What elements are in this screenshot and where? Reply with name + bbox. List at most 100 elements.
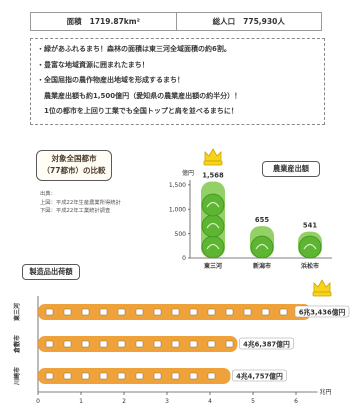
window-mark (63, 340, 72, 348)
window-mark (63, 372, 72, 380)
population-label: 総人口 (212, 17, 236, 26)
window-mark (45, 372, 54, 380)
crown-shape (313, 279, 331, 293)
source-line: 上図：平成22年生産農業所得統計 (40, 199, 121, 206)
bar-value-label: 1,568 (202, 172, 224, 180)
cabbage-icon (201, 235, 225, 259)
y-tick-label: 1,500 (169, 182, 186, 189)
window-mark (117, 372, 126, 380)
cabbage-icon (250, 235, 274, 259)
window-mark (243, 308, 252, 316)
bar-value-label: 6兆3,436億円 (299, 307, 346, 316)
population-cell: 総人口 775,930人 (175, 13, 322, 30)
bar (38, 368, 231, 384)
bar-value-label: 4兆4,757億円 (236, 371, 283, 380)
y-tick-label: 500 (175, 231, 187, 238)
window-mark (189, 372, 198, 380)
category-label: 川崎市 (13, 367, 21, 386)
window-mark (117, 340, 126, 348)
window-mark (153, 308, 162, 316)
y-axis-label: 億円 (182, 169, 194, 177)
bar (201, 181, 225, 259)
value-label-box (294, 305, 350, 318)
window-mark (225, 340, 234, 348)
window-mark (81, 308, 90, 316)
agri-chart-title: 農業産出額 (262, 161, 320, 177)
crown-icon (312, 279, 332, 297)
key-point: ・緑があふれるまち！森林の面積は東三河全域面積の約6割。 (37, 45, 231, 53)
cabbage-icon (201, 193, 225, 217)
key-point: ・全国屈指の農作物産出地域を形成するまち！ (37, 76, 184, 84)
cabbage-icon (298, 235, 322, 259)
bar-value-label: 655 (255, 216, 269, 224)
window-mark (135, 308, 144, 316)
window-mark (135, 372, 144, 380)
y-tick-label: 0 (182, 255, 186, 262)
comparison-title-line: 対象全国都市 (51, 154, 97, 163)
bar (250, 226, 274, 259)
x-tick-label: 1 (79, 398, 83, 405)
leaf-vein (303, 243, 317, 250)
leaf-vein (206, 222, 220, 229)
key-point: 農業産出額も約1,500億円（愛知県の農業産出額の約半分）！ (37, 91, 242, 100)
category-label: 東三河 (13, 303, 21, 321)
bar-value-label: 541 (303, 222, 317, 230)
window-mark (45, 308, 54, 316)
bar (298, 231, 322, 259)
leaf-vein (206, 243, 220, 250)
x-tick-label: 4 (208, 398, 212, 405)
window-mark (225, 308, 234, 316)
bar-body (38, 368, 231, 384)
cabbage-icon (201, 214, 225, 238)
x-tick-label: 3 (165, 398, 169, 405)
bar-value-label: 4兆6,387億円 (243, 339, 290, 348)
window-mark (153, 372, 162, 380)
window-mark (189, 340, 198, 348)
crown-base (312, 291, 332, 297)
key-point: ・豊富な地域資源に囲まれたまち！ (37, 60, 149, 69)
crown-shape (204, 148, 222, 162)
window-mark (207, 372, 216, 380)
bar (38, 304, 311, 320)
source-note: 出典： 上図：平成22年生産農業所得統計 下図：平成22年工業統計調査 (40, 190, 152, 216)
window-mark (207, 340, 216, 348)
y-tick-label: 1,000 (169, 206, 186, 213)
area-cell: 面積 1719.87km² (31, 13, 176, 30)
window-mark (63, 308, 72, 316)
window-mark (99, 340, 108, 348)
category-label: 浜松市 (301, 262, 319, 270)
window-mark (189, 308, 198, 316)
category-label: 新潟市 (253, 262, 271, 270)
key-point: 1位の都市を上回り工業でも全国トップと肩を並べるまちに！ (37, 107, 238, 115)
x-tick-label: 0 (36, 398, 40, 405)
leaf-vein (206, 201, 220, 208)
area-value: 1719.87km² (89, 17, 140, 26)
agri-output-chart: 億円 0 500 1,000 1,500 1,568 東三河 655 新潟市 541 浜松市 (169, 169, 332, 270)
category-label: 東三河 (204, 262, 222, 270)
x-tick-label: 2 (122, 398, 126, 405)
population-value: 775,930人 (243, 17, 285, 26)
comparison-title: 対象全国都市 （77都市）の比較 (36, 150, 112, 181)
window-mark (171, 340, 180, 348)
window-mark (261, 308, 270, 316)
window-mark (279, 308, 288, 316)
value-label-box (232, 369, 287, 382)
window-mark (171, 372, 180, 380)
window-mark (81, 340, 90, 348)
crown-base (203, 160, 223, 166)
x-tick-label: 5 (251, 398, 255, 405)
summary-box: 面積 1719.87km² 総人口 775,930人 (30, 12, 322, 31)
source-line: 出典： (40, 191, 56, 197)
window-mark (171, 308, 180, 316)
window-mark (117, 308, 126, 316)
source-line: 下図：平成22年工業統計調査 (40, 208, 111, 214)
leaf-vein (255, 243, 269, 250)
comparison-title-line: （77都市）の比較 (42, 166, 106, 175)
window-mark (207, 308, 216, 316)
window-mark (99, 372, 108, 380)
window-mark (99, 308, 108, 316)
crown-icon (203, 148, 223, 166)
window-mark (135, 340, 144, 348)
